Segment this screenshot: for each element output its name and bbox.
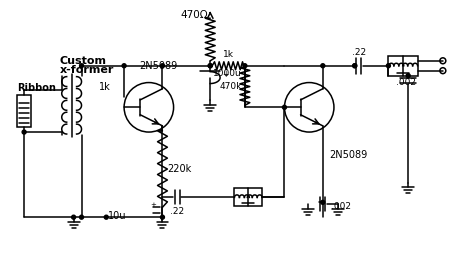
Text: +: + — [150, 202, 156, 208]
Text: 1k: 1k — [99, 81, 110, 92]
Text: Custom: Custom — [60, 56, 107, 66]
Text: 470Ω: 470Ω — [181, 10, 208, 20]
Bar — [388, 56, 418, 76]
Circle shape — [406, 74, 410, 78]
Text: x-former: x-former — [60, 65, 114, 75]
Circle shape — [22, 130, 26, 134]
Text: .002: .002 — [396, 78, 416, 87]
Circle shape — [321, 64, 325, 68]
Circle shape — [80, 64, 83, 68]
Circle shape — [208, 64, 212, 68]
Text: 2N5089: 2N5089 — [139, 61, 177, 71]
Circle shape — [80, 215, 83, 219]
Text: .002: .002 — [331, 202, 351, 211]
Circle shape — [387, 64, 390, 68]
Text: .22: .22 — [351, 48, 366, 57]
Bar — [17, 95, 31, 127]
Circle shape — [243, 64, 247, 68]
Text: Ribbon: Ribbon — [17, 83, 56, 94]
Circle shape — [72, 215, 75, 219]
Text: 2N5089: 2N5089 — [329, 150, 367, 160]
Circle shape — [208, 64, 212, 68]
Circle shape — [282, 105, 287, 109]
Text: 10u: 10u — [108, 211, 127, 221]
Text: 220k: 220k — [168, 164, 192, 174]
Circle shape — [161, 215, 164, 219]
Circle shape — [353, 64, 357, 68]
Text: +: + — [222, 70, 228, 79]
Bar — [234, 188, 262, 206]
Circle shape — [122, 64, 126, 68]
Text: 1000u: 1000u — [213, 69, 242, 78]
Circle shape — [104, 215, 108, 219]
Text: .22: .22 — [170, 207, 184, 216]
Text: 1k: 1k — [223, 50, 234, 59]
Circle shape — [321, 200, 325, 204]
Text: 470k: 470k — [219, 82, 242, 91]
Circle shape — [161, 64, 164, 68]
Circle shape — [353, 64, 357, 68]
